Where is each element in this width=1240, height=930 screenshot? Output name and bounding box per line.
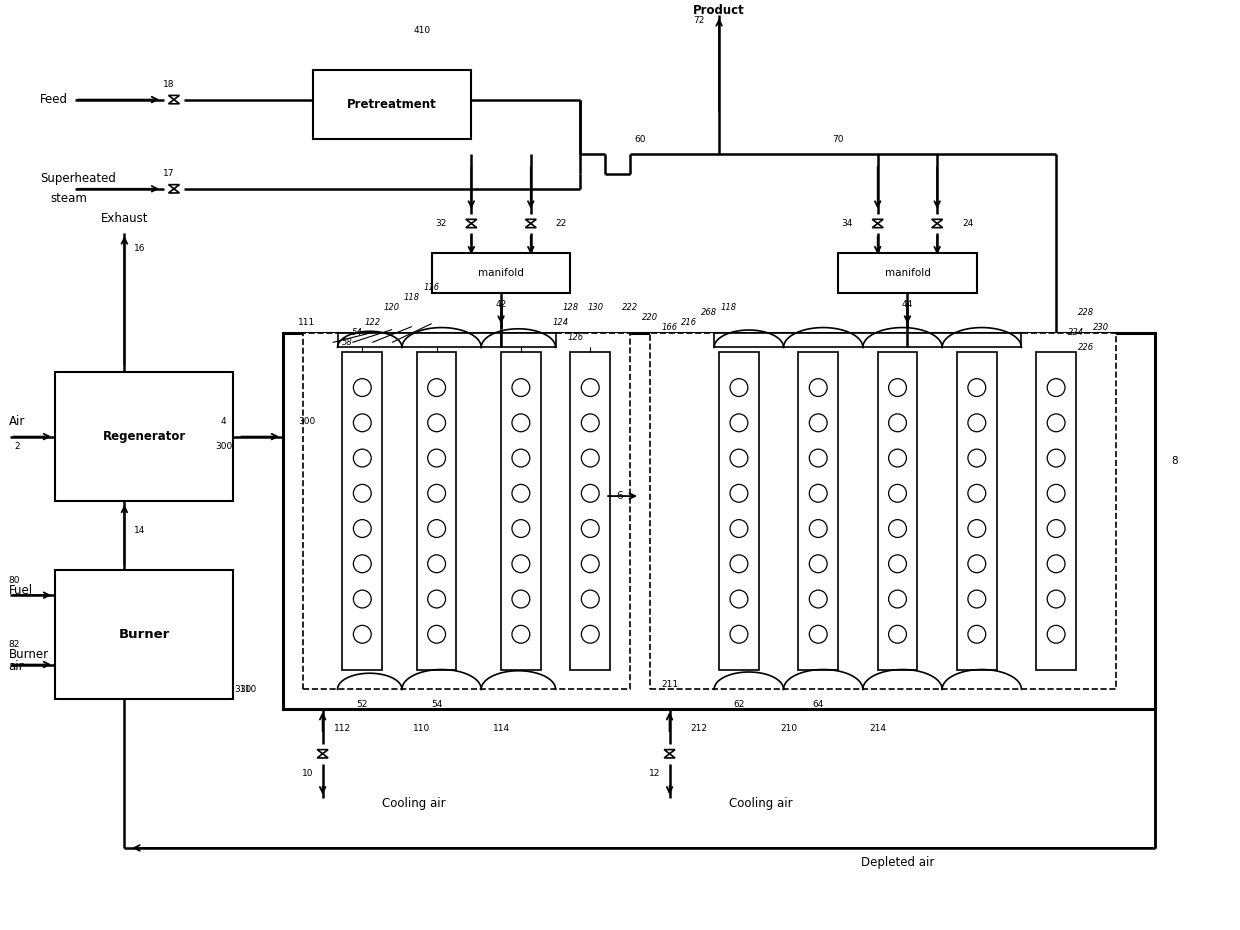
Bar [714,333,1022,348]
Text: 60: 60 [634,135,646,144]
Bar [342,352,382,670]
Bar [878,352,918,670]
Bar [957,352,997,670]
Text: 116: 116 [424,284,440,292]
Text: Exhaust: Exhaust [100,212,148,225]
Text: Fuel: Fuel [9,584,32,597]
Text: 4: 4 [221,418,227,426]
Text: Product: Product [693,4,745,17]
Text: Pretreatment: Pretreatment [347,98,436,111]
Text: 54: 54 [352,328,363,337]
Text: 16: 16 [134,244,145,253]
Text: 58: 58 [342,338,353,347]
Text: 300: 300 [298,418,315,426]
Bar [1037,352,1076,670]
Text: 54: 54 [432,699,443,709]
Text: Burner: Burner [9,648,48,661]
Text: 80: 80 [9,576,20,585]
Text: 12: 12 [649,769,661,778]
Bar [432,253,570,293]
Text: 112: 112 [334,724,351,734]
Bar [312,70,471,140]
Text: 310: 310 [239,684,257,694]
Text: 64: 64 [812,699,823,709]
Text: 226: 226 [1078,343,1094,352]
Text: 24: 24 [962,219,973,228]
Text: 230: 230 [1092,323,1109,332]
Text: 52: 52 [357,699,368,709]
Bar [303,333,630,689]
Text: 310: 310 [234,684,252,694]
Text: 224: 224 [1068,328,1084,337]
Text: 124: 124 [553,318,569,327]
Bar [501,352,541,670]
Bar [337,333,556,348]
Text: Burner: Burner [119,629,170,642]
Bar [417,352,456,670]
Text: 114: 114 [492,724,510,734]
Text: 126: 126 [568,333,584,342]
Text: 6: 6 [616,491,624,501]
Bar [838,253,977,293]
Text: 44: 44 [901,300,913,310]
Text: 18: 18 [164,80,175,89]
Text: 62: 62 [733,699,745,709]
Bar [283,333,1156,710]
Text: 42: 42 [496,300,507,310]
Text: 268: 268 [701,308,717,317]
Text: 2: 2 [15,442,20,451]
Text: 228: 228 [1078,308,1094,317]
Text: 110: 110 [413,724,430,734]
Text: 220: 220 [641,313,657,322]
Text: Depleted air: Depleted air [861,857,934,870]
Text: 10: 10 [303,769,314,778]
Text: Air: Air [9,415,25,428]
Text: manifold: manifold [884,268,930,278]
Text: Feed: Feed [40,93,68,106]
Text: 118: 118 [404,293,420,302]
Text: 8: 8 [1172,457,1178,466]
Text: 14: 14 [134,526,145,536]
Text: 32: 32 [435,219,446,228]
Bar [650,333,1116,689]
Text: Regenerator: Regenerator [103,430,186,443]
Text: 82: 82 [9,640,20,649]
Text: 22: 22 [556,219,567,228]
Text: 300: 300 [215,442,232,451]
Text: 17: 17 [164,169,175,179]
Text: 214: 214 [869,724,887,734]
Text: Superheated: Superheated [40,172,117,185]
Text: 222: 222 [621,303,637,312]
Bar [719,352,759,670]
Text: 122: 122 [365,318,381,327]
Text: 118: 118 [720,303,737,312]
Text: 128: 128 [563,303,579,312]
Text: 70: 70 [832,135,843,144]
Text: Cooling air: Cooling air [729,797,792,810]
Text: 212: 212 [691,724,708,734]
Text: 166: 166 [661,323,677,332]
Text: 410: 410 [413,26,430,34]
Text: manifold: manifold [479,268,525,278]
Text: air: air [9,660,24,673]
Text: 211: 211 [661,680,678,689]
Text: 111: 111 [298,318,315,327]
Text: Cooling air: Cooling air [382,797,445,810]
Text: 34: 34 [842,219,853,228]
Text: 216: 216 [681,318,697,327]
Text: 210: 210 [780,724,797,734]
Text: 120: 120 [384,303,401,312]
Text: steam: steam [50,193,87,206]
Bar [570,352,610,670]
Bar [799,352,838,670]
Bar [55,570,233,699]
Bar [55,372,233,501]
Text: 130: 130 [588,303,604,312]
Text: 72: 72 [693,16,706,25]
